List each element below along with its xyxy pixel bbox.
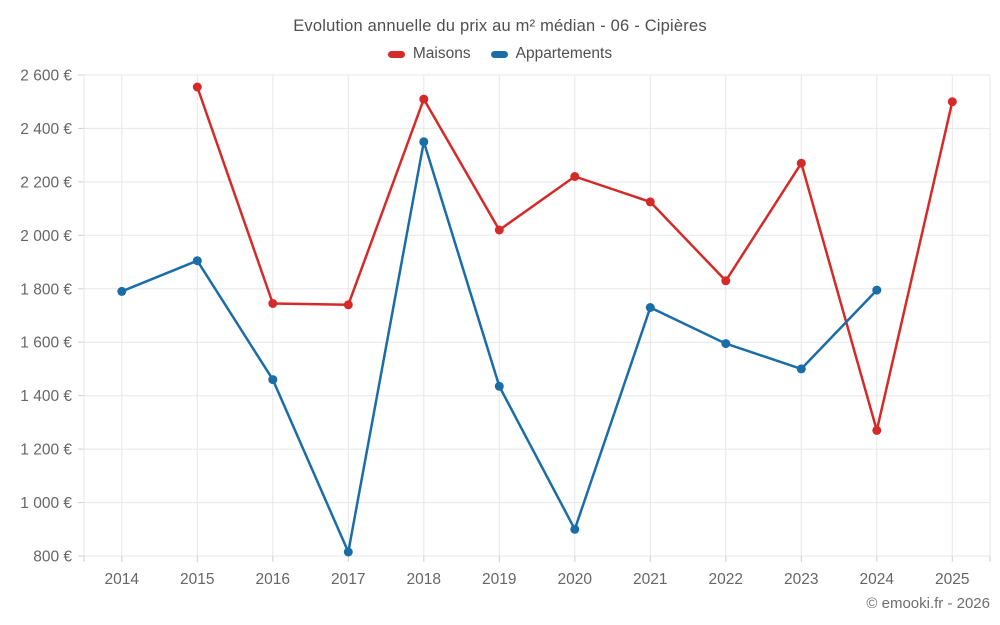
x-tick-label: 2022	[709, 571, 743, 588]
watermark: © emooki.fr - 2026	[866, 595, 990, 612]
x-tick-label: 2025	[935, 571, 969, 588]
x-tick-label: 2020	[558, 571, 593, 588]
y-tick-label: 1 000 €	[20, 495, 72, 512]
point-appartements-2017[interactable]	[343, 547, 353, 557]
x-tick-label: 2023	[784, 571, 818, 588]
y-tick-label: 1 400 €	[20, 388, 72, 405]
chart-legend: Maisons Appartements	[0, 45, 1000, 63]
y-tick-label: 2 000 €	[20, 228, 72, 245]
point-maisons-2025[interactable]	[947, 97, 957, 107]
point-appartements-2014[interactable]	[117, 286, 127, 296]
point-maisons-2024[interactable]	[872, 425, 882, 435]
legend-label-appartements: Appartements	[515, 45, 613, 62]
y-tick-label: 2 400 €	[20, 121, 72, 138]
point-appartements-2023[interactable]	[796, 364, 806, 374]
x-tick-label: 2021	[633, 571, 667, 588]
y-tick-label: 1 600 €	[20, 335, 72, 352]
legend-label-maisons: Maisons	[412, 45, 471, 62]
y-tick-label: 800 €	[33, 549, 72, 566]
point-appartements-2018[interactable]	[419, 137, 429, 147]
maisons-series-swatch-icon	[387, 50, 405, 58]
point-appartements-2021[interactable]	[645, 303, 655, 312]
x-tick-label: 2019	[482, 571, 516, 588]
point-appartements-2024[interactable]	[872, 285, 882, 295]
x-tick-label: 2017	[331, 571, 365, 588]
x-tick-label: 2015	[180, 571, 214, 588]
y-tick-label: 1 800 €	[20, 281, 72, 298]
y-tick-label: 1 200 €	[20, 442, 72, 459]
x-tick-label: 2014	[105, 571, 140, 588]
point-maisons-2023[interactable]	[796, 158, 806, 168]
legend-item-maisons[interactable]: Maisons	[387, 45, 471, 63]
x-tick-label: 2018	[407, 571, 441, 588]
point-maisons-2019[interactable]	[494, 225, 504, 235]
x-tick-label: 2024	[860, 571, 895, 588]
point-maisons-2021[interactable]	[645, 197, 655, 207]
y-tick-label: 2 600 €	[20, 68, 72, 85]
point-maisons-2016[interactable]	[268, 299, 278, 308]
point-maisons-2020[interactable]	[570, 172, 580, 181]
appartements-series-swatch-icon	[490, 50, 508, 58]
point-appartements-2019[interactable]	[494, 381, 504, 391]
point-maisons-2022[interactable]	[721, 276, 731, 286]
x-tick-label: 2016	[256, 571, 290, 588]
point-appartements-2016[interactable]	[268, 375, 278, 385]
y-tick-label: 2 200 €	[20, 174, 72, 191]
point-appartements-2022[interactable]	[721, 339, 731, 349]
point-appartements-2020[interactable]	[570, 524, 580, 534]
chart-title: Evolution annuelle du prix au m² médian …	[293, 17, 707, 35]
legend-item-appartements[interactable]: Appartements	[490, 45, 613, 63]
point-maisons-2018[interactable]	[419, 94, 429, 104]
point-appartements-2015[interactable]	[192, 256, 202, 266]
point-maisons-2015[interactable]	[192, 82, 202, 92]
point-maisons-2017[interactable]	[343, 300, 353, 310]
